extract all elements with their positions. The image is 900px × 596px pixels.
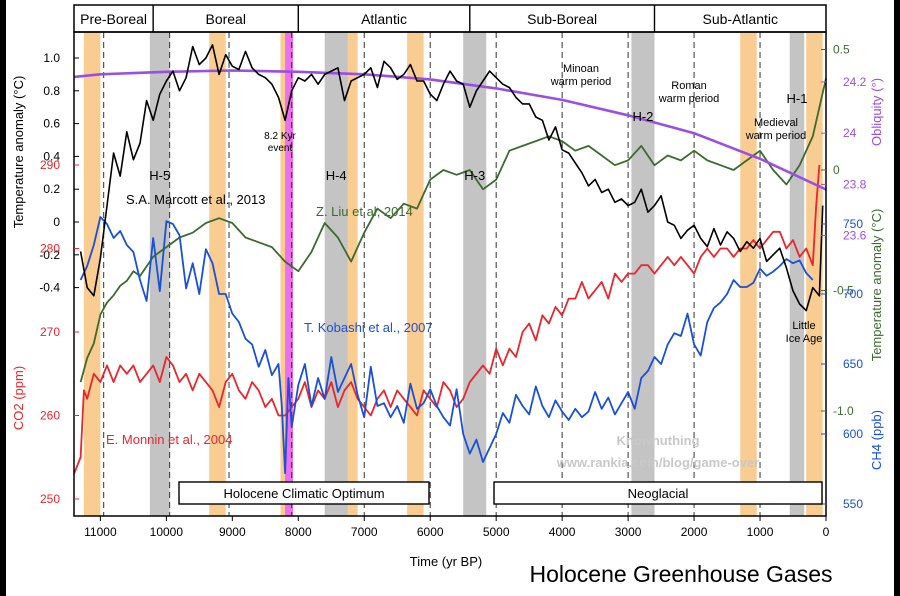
- ch4-tick-label-650: 650: [843, 357, 863, 371]
- co2-tick-label-290: 290: [40, 158, 60, 172]
- period-label-atlantic: Atlantic: [361, 11, 407, 27]
- event-8-2-band: [285, 32, 294, 516]
- annotation-medieval-1: Medieval: [754, 117, 798, 129]
- cold-event-label-h-1: H-1: [786, 91, 807, 106]
- chart-frame: Pre-Boreal Boreal Atlantic Sub-Boreal Sub-At…: [6, 0, 894, 596]
- x-tick-label-5000: 5000: [483, 525, 510, 539]
- cold-event-band-h-5: [149, 32, 170, 516]
- period-boxes: Holocene Climatic Optimum Neoglacial: [178, 481, 823, 505]
- temperature_liu-tick-label--0.5: -0.5: [833, 284, 854, 298]
- neoglacial-label: Neoglacial: [628, 486, 689, 501]
- cold-event-label-h-2: H-2: [632, 109, 653, 124]
- x-tick-label-10000: 10000: [150, 525, 184, 539]
- temperature_marcott-tick-label-0.8: 0.8: [43, 84, 60, 98]
- obliquity-tick-label-23.6: 23.6: [843, 229, 867, 243]
- temperature_marcott-tick-label-0.4: 0.4: [43, 149, 60, 163]
- temperature_marcott-tick-label-0.2: 0.2: [43, 182, 60, 196]
- cold-event-label-h-3: H-3: [464, 168, 485, 183]
- x-tick-label-11000: 11000: [84, 525, 117, 539]
- series-line-e-monnin-et-al-2004: [73, 164, 821, 475]
- annotations: Minoan warm period Roman warm period Med…: [149, 63, 822, 470]
- series-labels: S.A. Marcott et al., 2013 Z. Liu et al, 2…: [106, 192, 433, 447]
- axis-title-ch4: CH4 (ppb): [869, 410, 884, 470]
- series-label-t-kobashi-et-al-2007: T. Kobashi et al., 2007: [304, 320, 433, 335]
- obliquity-tick-label-23.8: 23.8: [843, 177, 867, 191]
- series-line-obliquity: [73, 69, 827, 191]
- series-label-z-liu-et-al-2014: Z. Liu et al, 2014: [316, 204, 413, 219]
- series-label-s-a-marcott-et-al-2013: S.A. Marcott et al., 2013: [126, 192, 265, 207]
- co2-tick-label-250: 250: [40, 492, 60, 506]
- annotation-minoan-1: Minoan: [563, 63, 599, 75]
- temperature_marcott-tick-label--0.2: -0.2: [39, 248, 60, 262]
- x-axis-title: Time (yr BP): [410, 554, 482, 569]
- ch4-tick-label-750: 750: [843, 217, 863, 231]
- period-label-sub-atlantic: Sub-Atlantic: [703, 11, 778, 27]
- annotation-roman-1: Roman: [671, 80, 706, 92]
- annotation-medieval-2: warm period: [745, 130, 807, 142]
- x-tick-label-6000: 6000: [417, 525, 444, 539]
- temperature_marcott-tick-label-1.0: 1.0: [43, 51, 60, 65]
- series-line-t-kobashi-et-al-2007: [79, 216, 814, 475]
- obliquity-tick-label-24: 24: [843, 126, 857, 140]
- annotation-8-2-kyr-1: 8.2 Kyr: [264, 131, 296, 142]
- co2-tick-label-260: 260: [40, 409, 60, 423]
- cold-event-label-h-4: H-4: [326, 168, 347, 183]
- watermark-line-2: www.rankia.com/blog/game-over: [556, 455, 760, 470]
- axis-title-temperature-marcott: Temperature anomaly (°C): [11, 76, 26, 229]
- plot-frame: [73, 4, 827, 517]
- annotation-roman-2: warm period: [658, 93, 720, 105]
- x-tick-label-0: 0: [823, 525, 830, 539]
- temperature_marcott-tick-label--0.4: -0.4: [39, 281, 60, 295]
- warm-band-6: [806, 32, 823, 516]
- temperature_liu-tick-label--1.0: -1.0: [833, 404, 854, 418]
- dashed-guides: [103, 32, 761, 516]
- warm-band-4: [407, 32, 424, 516]
- period-label-sub-boreal: Sub-Boreal: [527, 11, 597, 27]
- x-tick-label-1000: 1000: [747, 525, 774, 539]
- y-axes: 1.0 0.8 0.6 0.4 0.2 0 -0.2 -0.4 290 280 270 260 250 2…: [11, 43, 884, 512]
- cold-event-band-h-4: [324, 32, 348, 516]
- co2-tick-label-270: 270: [40, 325, 60, 339]
- x-axis: 11000 10000 9000 8000 7000 6000 5000 4000 3000 20…: [84, 516, 830, 539]
- axis-title-obliquity: Obliquity (°): [869, 78, 884, 146]
- temperature_liu-tick-label-0.5: 0.5: [833, 43, 850, 57]
- x-tick-label-8000: 8000: [285, 525, 312, 539]
- period-header: Pre-Boreal Boreal Atlantic Sub-Boreal Sub-At…: [80, 5, 778, 32]
- series-line-s-a-marcott-et-al-2013: [79, 44, 824, 312]
- warm-band-5: [740, 32, 757, 516]
- annotation-minoan-2: warm period: [550, 76, 612, 88]
- x-tick-label-3000: 3000: [615, 525, 642, 539]
- x-tick-label-2000: 2000: [681, 525, 708, 539]
- holocene-chart: Pre-Boreal Boreal Atlantic Sub-Boreal Sub-At…: [11, 4, 884, 587]
- ch4-tick-label-600: 600: [843, 427, 863, 441]
- axis-title-co2: CO2 (ppm): [11, 366, 26, 430]
- annotation-little-ice-age-2: Ice Age: [786, 333, 823, 345]
- neoglacial-box: [493, 481, 823, 505]
- optimum-box: [178, 481, 430, 505]
- annotation-8-2-kyr-2: event: [268, 143, 293, 154]
- temperature_marcott-tick-label-0: 0: [53, 215, 60, 229]
- temperature_liu-tick-label-0: 0: [833, 163, 840, 177]
- annotation-little-ice-age-1: Little: [792, 320, 815, 332]
- temperature_marcott-tick-label-0.6: 0.6: [43, 117, 60, 131]
- period-header-border: [73, 4, 827, 33]
- series-label-e-monnin-et-al-2004: E. Monnin et al., 2004: [106, 432, 232, 447]
- x-tick-label-4000: 4000: [549, 525, 576, 539]
- chart-title: Holocene Greenhouse Gases: [529, 561, 832, 587]
- optimum-label: Holocene Climatic Optimum: [223, 486, 384, 501]
- period-label-boreal: Boreal: [205, 11, 245, 27]
- obliquity-tick-label-24.2: 24.2: [843, 75, 867, 89]
- x-tick-label-9000: 9000: [219, 525, 246, 539]
- ch4-tick-label-550: 550: [843, 497, 863, 511]
- co2-tick-label-280: 280: [40, 242, 60, 256]
- cold-event-label-h-5: H-5: [149, 168, 170, 183]
- ch4-tick-label-700: 700: [843, 287, 863, 301]
- watermark-line-1: Knownuthing: [616, 433, 699, 448]
- period-label-pre-boreal: Pre-Boreal: [80, 11, 147, 27]
- series-layer: [73, 44, 827, 475]
- axis-title-temperature-liu: Temperature anomaly (°C): [869, 209, 884, 362]
- x-tick-label-7000: 7000: [351, 525, 378, 539]
- cold-event-band-h-3: [463, 32, 487, 516]
- cold-event-band-h-1: [789, 32, 805, 516]
